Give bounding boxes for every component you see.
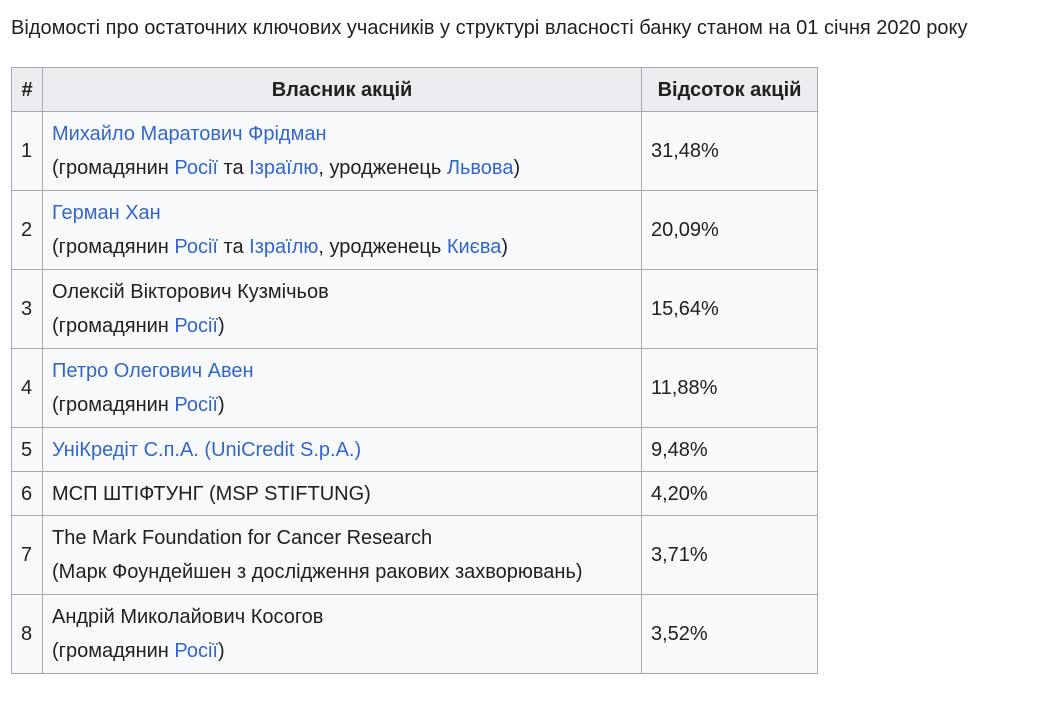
country-link-russia[interactable]: Росії [174,157,218,179]
row-number: 3 [11,269,43,349]
note-text: та [218,157,250,179]
row-number: 6 [11,471,43,516]
owner-name-link[interactable]: УніКредіт С.п.А. (UniCredit S.p.A.) [52,438,362,461]
country-link-israel[interactable]: Ізраїлю [249,236,319,258]
owner-cell: Андрій Миколайович Косогов (громадянин Р… [42,594,642,674]
table-row: 8 Андрій Миколайович Косогов (громадянин… [11,594,818,674]
country-link-russia[interactable]: Росії [174,315,218,337]
owner-cell: The Mark Foundation for Cancer Research … [42,515,642,595]
note-text: ) [501,236,509,258]
row-number: 8 [11,594,43,674]
table-row: 7 The Mark Foundation for Cancer Researc… [11,515,818,595]
owner-note: (громадянин Росії) [52,388,632,422]
country-link-russia[interactable]: Росії [174,236,218,258]
percent-cell: 31,48% [641,111,818,191]
owner-name: Олексій Вікторович Кузмічьов [52,281,329,303]
note-text: ) [218,640,225,662]
owner-cell: Михайло Маратович Фрідман (громадянин Ро… [42,111,642,191]
owner-cell: МСП ШТІФТУНГ (MSP STIFTUNG) [42,471,642,516]
owner-name-link[interactable]: Петро Олегович Авен [52,360,254,382]
row-number: 4 [11,348,43,428]
owner-note: (громадянин Росії та Ізраїлю, уродженець… [52,230,632,264]
header-number: # [11,67,43,112]
row-number: 5 [11,427,43,472]
table-header-row: # Власник акцій Відсоток акцій [11,67,818,112]
percent-cell: 4,20% [641,471,818,516]
city-link-kyiv[interactable]: Києва [446,236,502,258]
country-link-russia[interactable]: Росії [174,394,218,416]
percent-cell: 3,52% [641,594,818,674]
note-text: (громадянин [52,394,175,416]
percent-cell: 15,64% [641,269,818,349]
city-link-lviv[interactable]: Львова [446,157,514,179]
note-text: (громадянин [52,157,175,179]
owner-note: (Марк Фоундейшен з дослідження ракових з… [52,561,583,583]
table-row: 1 Михайло Маратович Фрідман (громадянин … [11,111,818,191]
country-link-russia[interactable]: Росії [174,640,218,662]
header-owner: Власник акцій [42,67,642,112]
owner-cell: УніКредіт С.п.А. (UniCredit S.p.A.) [42,427,642,472]
table-row: 4 Петро Олегович Авен (громадянин Росії)… [11,348,818,428]
table-row: 2 Герман Хан (громадянин Росії та Ізраїл… [11,190,818,270]
owner-name-link[interactable]: Герман Хан [52,202,161,224]
owner-name: МСП ШТІФТУНГ (MSP STIFTUNG) [52,482,371,505]
note-text: ) [218,394,225,416]
note-text: (громадянин [52,315,175,337]
owner-cell: Герман Хан (громадянин Росії та Ізраїлю,… [42,190,642,270]
table-caption: Відомості про остаточних ключових учасни… [11,17,968,39]
row-number: 7 [11,515,43,595]
note-text: (громадянин [52,236,175,258]
row-number: 2 [11,190,43,270]
note-text: , уродженець [318,157,447,179]
owner-note: (громадянин Росії) [52,634,632,668]
table-row: 6 МСП ШТІФТУНГ (MSP STIFTUNG) 4,20% [11,471,818,516]
note-text: та [218,236,250,258]
note-text: (громадянин [52,640,175,662]
percent-cell: 9,48% [641,427,818,472]
owner-note: (громадянин Росії) [52,309,632,343]
owner-name: Андрій Миколайович Косогов [52,606,324,628]
table-row: 5 УніКредіт С.п.А. (UniCredit S.p.A.) 9,… [11,427,818,472]
percent-cell: 20,09% [641,190,818,270]
percent-cell: 11,88% [641,348,818,428]
row-number: 1 [11,111,43,191]
table-row: 3 Олексій Вікторович Кузмічьов (громадян… [11,269,818,349]
note-text: ) [513,157,521,179]
owner-name: The Mark Foundation for Cancer Research [52,527,433,549]
owner-note: (громадянин Росії та Ізраїлю, уродженець… [52,151,632,185]
ownership-table: # Власник акцій Відсоток акцій 1 Михайло… [11,67,818,674]
owner-cell: Олексій Вікторович Кузмічьов (громадянин… [42,269,642,349]
percent-cell: 3,71% [641,515,818,595]
header-percent: Відсоток акцій [641,67,818,112]
owner-name-link[interactable]: Михайло Маратович Фрідман [52,123,327,145]
country-link-israel[interactable]: Ізраїлю [249,157,319,179]
note-text: ) [218,315,225,337]
owner-cell: Петро Олегович Авен (громадянин Росії) [42,348,642,428]
note-text: , уродженець [318,236,447,258]
